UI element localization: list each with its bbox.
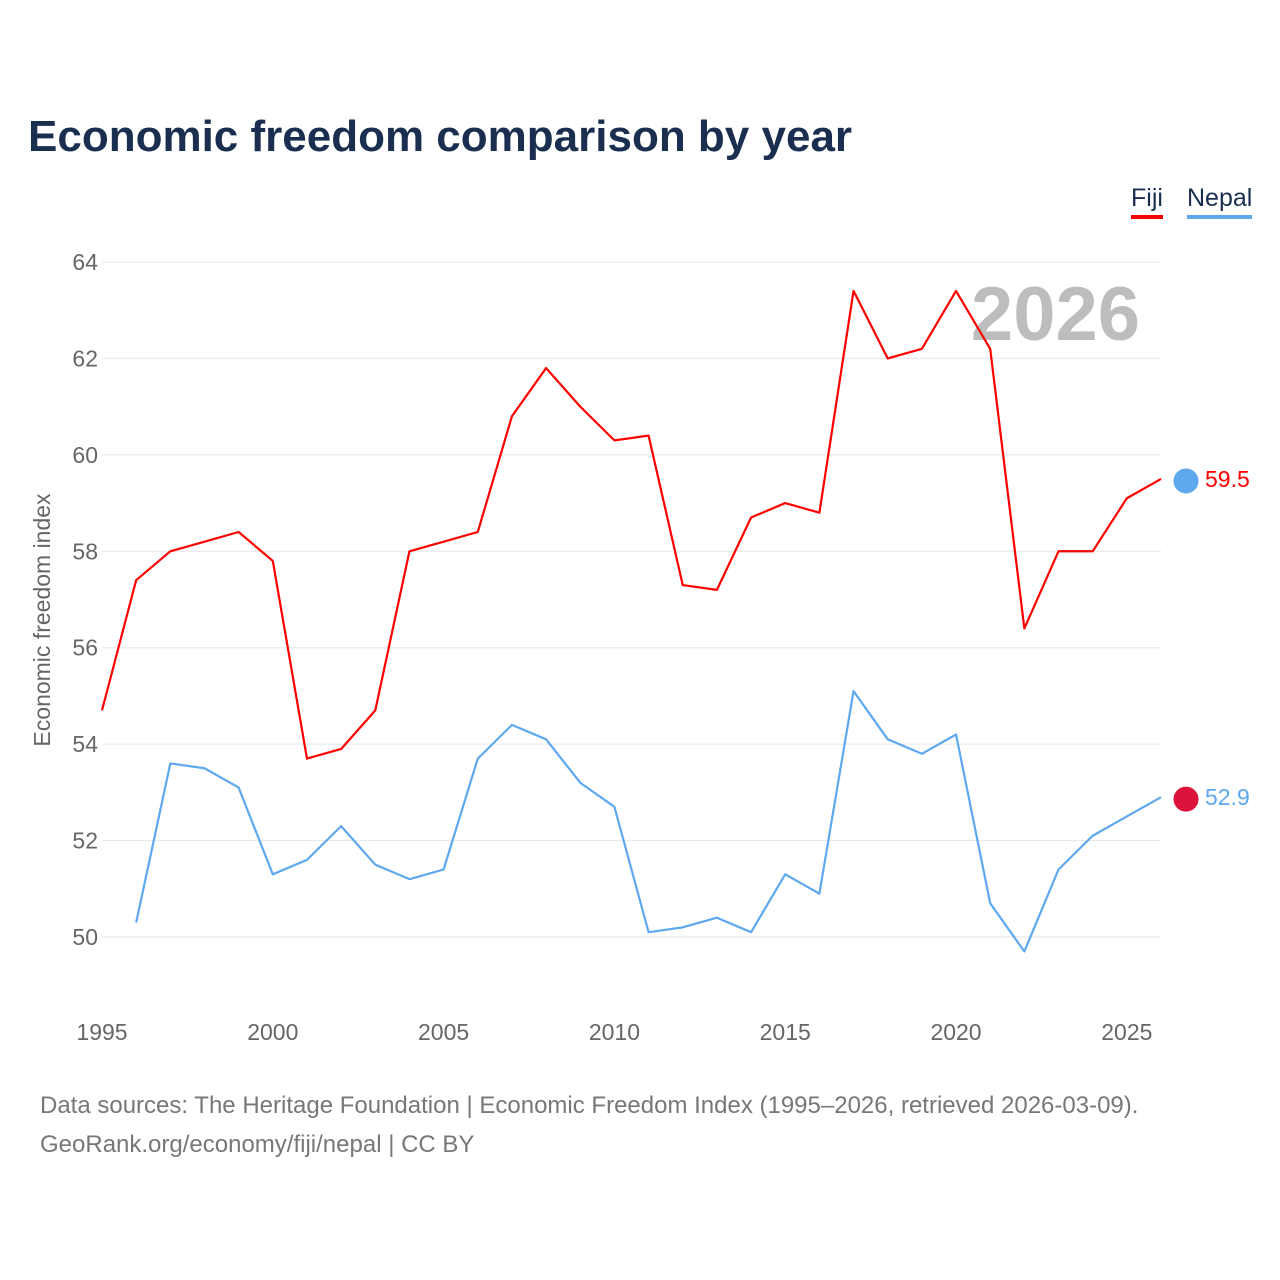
chart-title: Economic freedom comparison by year — [28, 112, 853, 161]
x-tick-label: 2025 — [1101, 1019, 1152, 1045]
y-tick-label: 62 — [72, 345, 98, 371]
source-text: Data sources: The Heritage Foundation | … — [40, 1092, 1139, 1119]
flag-fiji-icon — [1172, 467, 1200, 495]
year-watermark: 2026 — [971, 272, 1140, 357]
footer: Data sources: The Heritage Foundation | … — [40, 1086, 1138, 1164]
x-tick-label: 2010 — [589, 1019, 640, 1045]
x-tick-label: 2005 — [418, 1019, 469, 1045]
legend-fiji[interactable]: Fiji — [1131, 184, 1163, 219]
flag-nepal-icon — [1172, 785, 1200, 813]
series-line-fiji — [100, 289, 1162, 760]
y-axis-label: Economic freedom index — [29, 493, 55, 747]
y-tick-label: 56 — [72, 635, 98, 661]
y-tick-label: 60 — [72, 442, 98, 468]
series-line-nepal — [135, 690, 1162, 953]
y-tick-label: 64 — [72, 249, 98, 275]
y-tick-label: 54 — [72, 731, 98, 757]
x-tick-label: 1995 — [76, 1019, 127, 1045]
x-tick-label: 2000 — [247, 1019, 298, 1045]
y-tick-label: 52 — [72, 828, 98, 854]
y-tick-label: 50 — [72, 924, 98, 950]
source-link[interactable]: GeoRank.org/economy/fiji/nepal | CC BY — [40, 1131, 475, 1158]
legend-nepal[interactable]: Nepal — [1187, 184, 1253, 219]
end-label-fiji: 59.5 — [1205, 466, 1250, 492]
x-tick-label: 2020 — [930, 1019, 981, 1045]
end-label-nepal: 52.9 — [1205, 784, 1250, 810]
y-tick-label: 58 — [72, 538, 98, 564]
x-tick-label: 2015 — [760, 1019, 811, 1045]
